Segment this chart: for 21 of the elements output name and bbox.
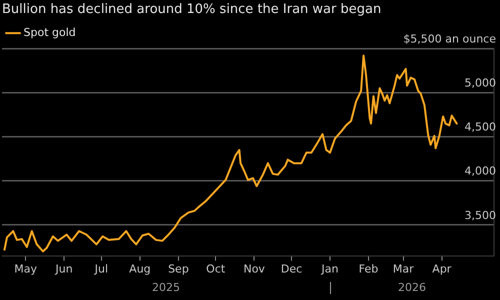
y-tick-label: 3,500 [464,208,496,222]
x-tick-label: Jun [54,262,73,276]
x-tick-label: Mar [392,262,414,276]
chart-title: Bullion has declined around 10% since the Iran war began [2,2,382,18]
x-tick-label: Aug [129,262,151,276]
x-tick-label: Dec [280,262,302,276]
legend-label: Spot gold [24,26,76,39]
y-tick-label: 5,000 [464,76,496,90]
x-tick-label: Oct [206,262,226,276]
text: 2026 [398,280,426,294]
y-tick-label: 4,000 [464,164,496,178]
y-tick-label: 4,500 [464,120,496,134]
x-tick-label: Jan [320,262,338,276]
x-tick-label: Apr [432,262,452,276]
x-tick-label: Sep [168,262,189,276]
text: 2025 [152,280,180,294]
y-tick-label: $5,500 an ounce [403,32,496,46]
x-tick-label: Nov [243,262,266,276]
x-tick-label: May [14,262,38,276]
x-tick-label: Jul [94,262,108,276]
x-tick-label: Feb [358,262,378,276]
